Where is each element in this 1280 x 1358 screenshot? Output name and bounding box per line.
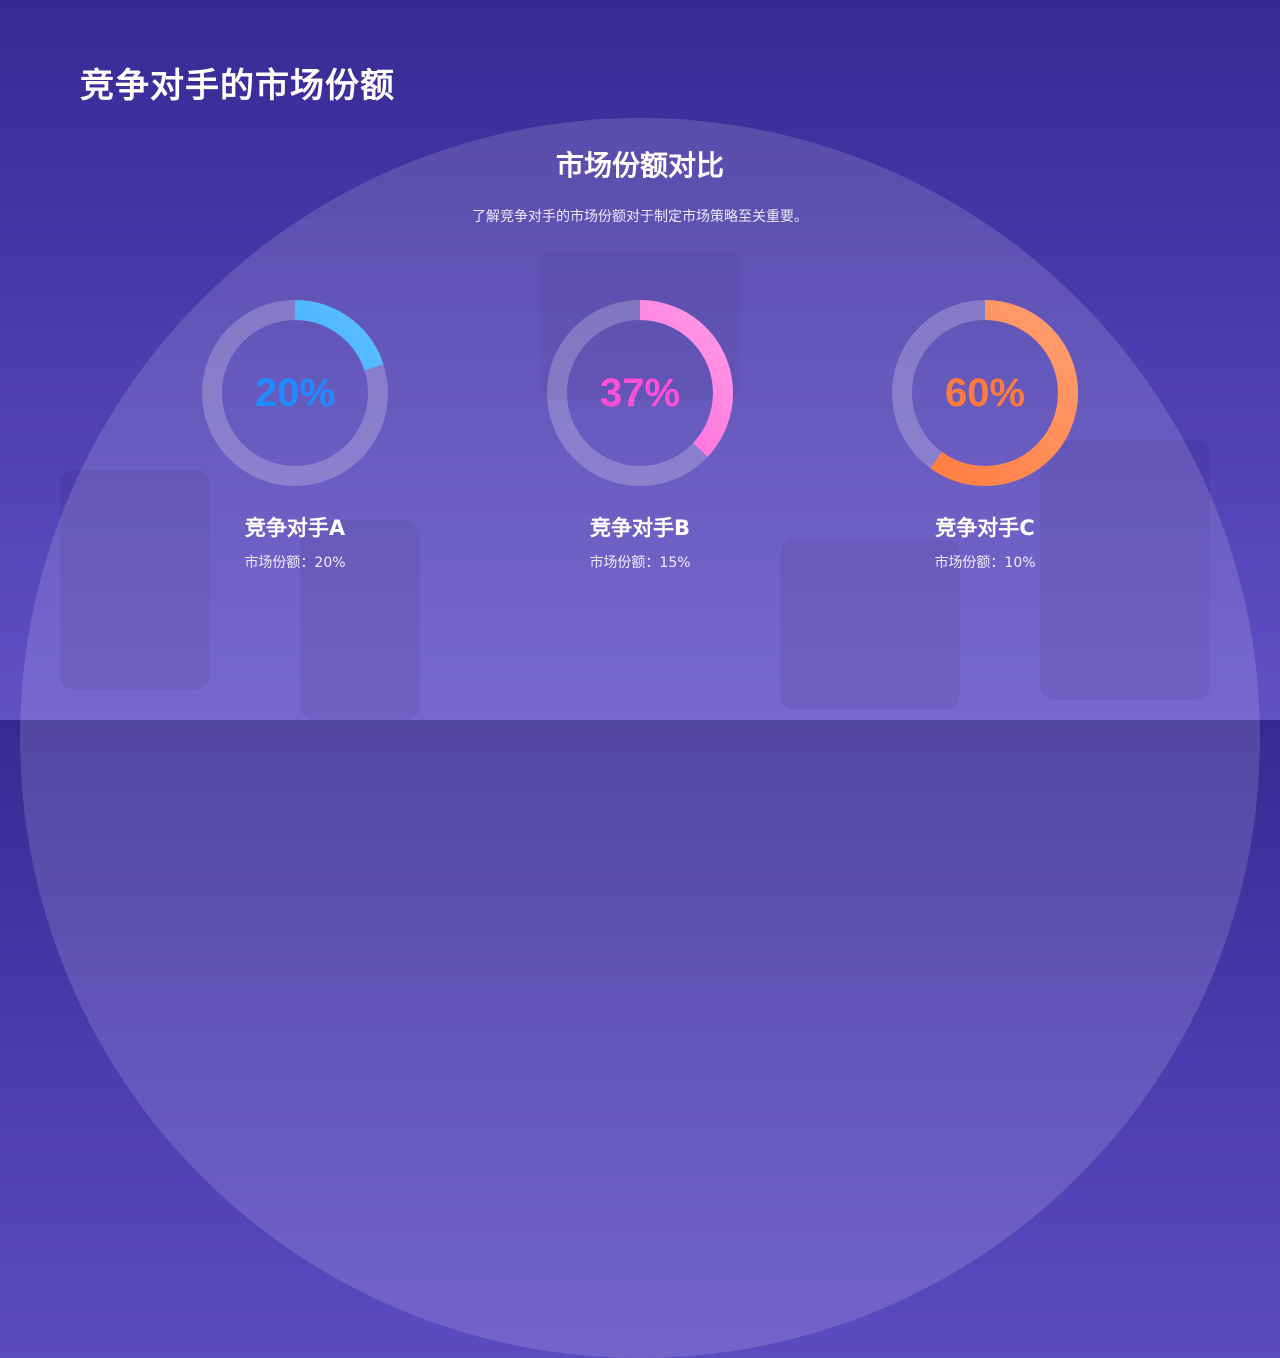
donut-chart-a [202, 300, 388, 486]
competitor-name-c: 竞争对手C [935, 516, 1035, 540]
percentage-label-c: 60% [944, 370, 1026, 415]
competitor-name-a: 竞争对手A [244, 516, 346, 540]
percentage-label-a: 20% [254, 370, 336, 415]
market-share-text-b: 市场份额：15% [589, 555, 691, 571]
section-subtitle: 了解竞争对手的市场份额对于制定市场策略至关重要。 [472, 209, 808, 225]
donut-progress-a [202, 300, 388, 486]
percentage-label-b: 37% [599, 370, 681, 415]
market-share-text-c: 市场份额：10% [934, 555, 1036, 571]
market-share-text-a: 市场份额：20% [244, 555, 346, 571]
competitor-card-a: 20% 竞争对手A 市场份额：20% [202, 300, 388, 571]
competitor-card-b: 37% 竞争对手B 市场份额：15% [547, 300, 733, 571]
page-title: 竞争对手的市场份额 [80, 66, 395, 106]
competitor-card-c: 60% 竞争对手C 市场份额：10% [892, 300, 1078, 571]
competitor-name-b: 竞争对手B [589, 516, 690, 540]
donut-chart-c [892, 300, 1078, 486]
donut-progress-b [547, 300, 733, 486]
donut-progress-c [892, 300, 1078, 486]
donut-chart-b [547, 300, 733, 486]
section-title: 市场份额对比 [555, 149, 724, 182]
